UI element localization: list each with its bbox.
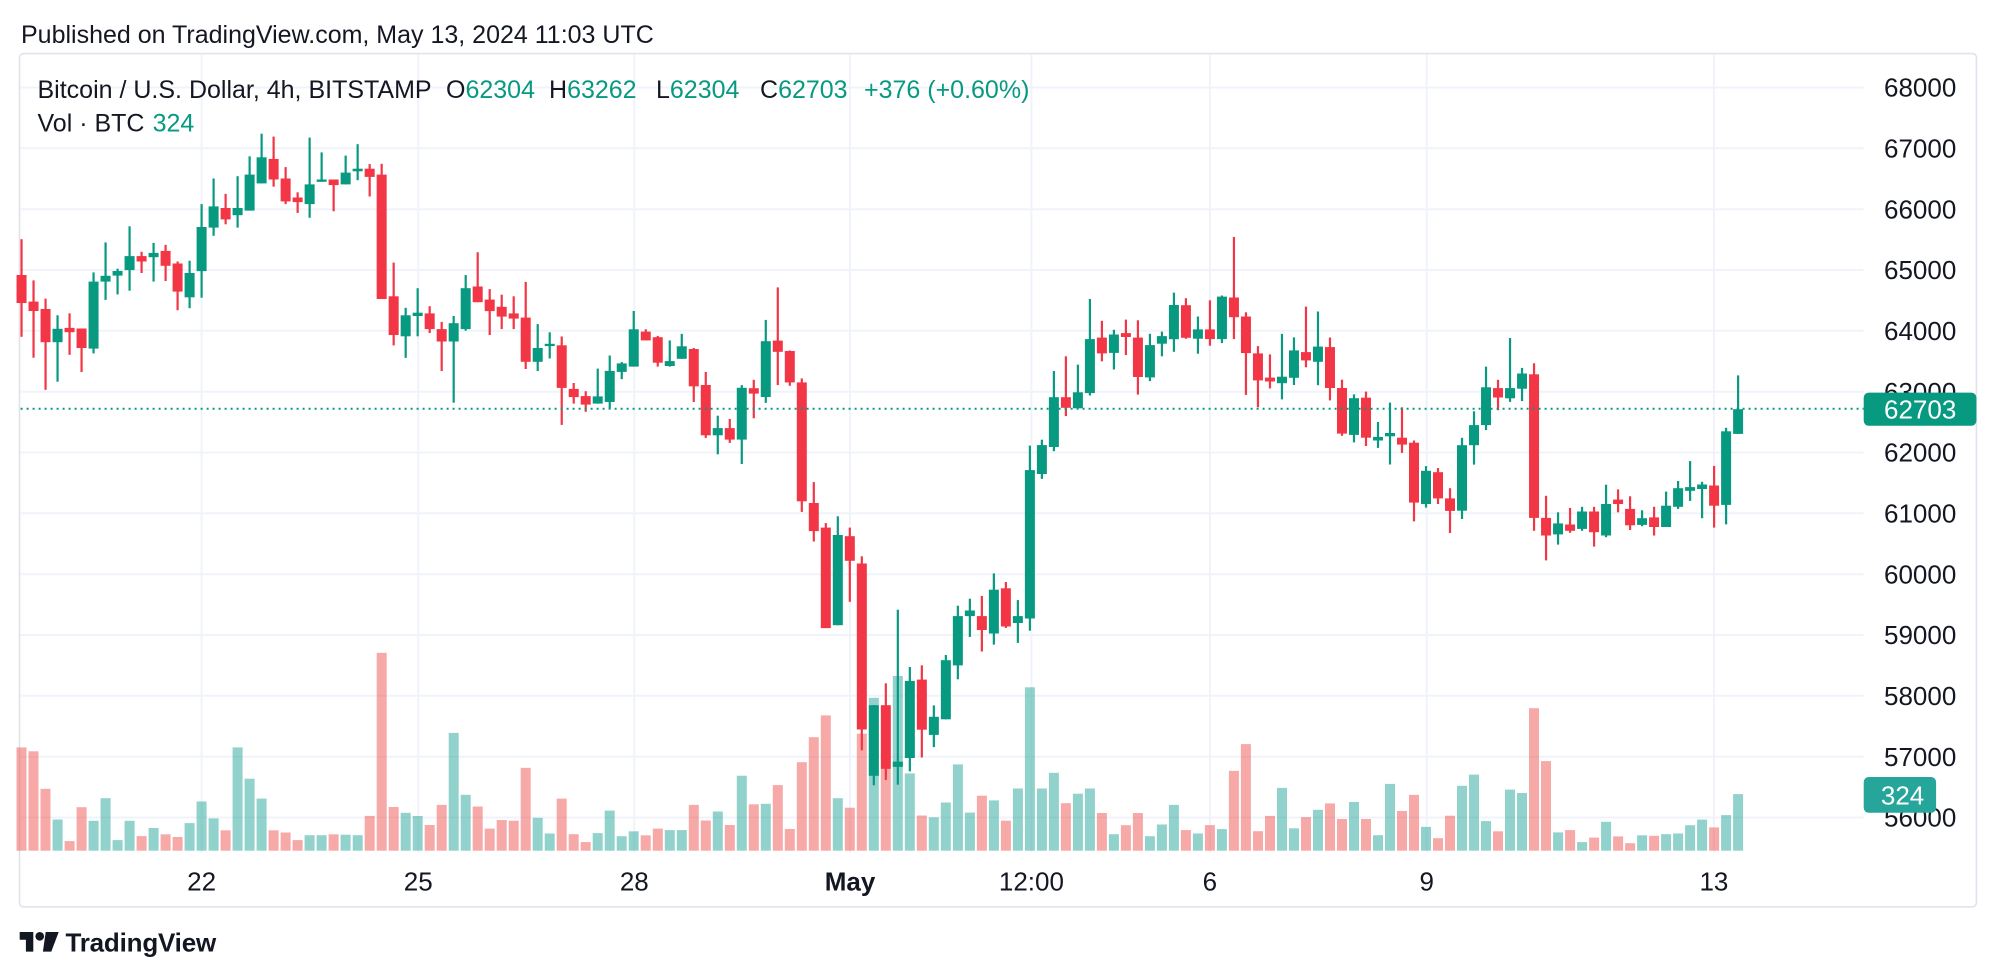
svg-text:324: 324 — [153, 110, 195, 138]
svg-text:62000: 62000 — [1884, 438, 1956, 468]
svg-text:6: 6 — [1203, 867, 1217, 897]
svg-text:65000: 65000 — [1884, 255, 1956, 285]
svg-text:324: 324 — [1881, 780, 1924, 810]
svg-text:12:00: 12:00 — [999, 867, 1064, 897]
svg-text:+376 (+0.60%): +376 (+0.60%) — [864, 76, 1029, 104]
svg-text:60000: 60000 — [1884, 559, 1956, 589]
svg-text:22: 22 — [187, 867, 216, 897]
svg-text:62703: 62703 — [1884, 394, 1956, 424]
svg-text:H63262: H63262 — [549, 76, 637, 104]
svg-text:28: 28 — [620, 867, 649, 897]
svg-text:68000: 68000 — [1884, 73, 1956, 103]
svg-text:61000: 61000 — [1884, 499, 1956, 529]
svg-text:Bitcoin / U.S. Dollar, 4h, BIT: Bitcoin / U.S. Dollar, 4h, BITSTAMP — [38, 76, 432, 104]
svg-text:57000: 57000 — [1884, 742, 1956, 772]
svg-text:64000: 64000 — [1884, 316, 1956, 346]
svg-text:TradingView: TradingView — [66, 927, 217, 957]
svg-text:9: 9 — [1419, 867, 1433, 897]
svg-text:59000: 59000 — [1884, 620, 1956, 650]
svg-text:25: 25 — [404, 867, 433, 897]
svg-text:58000: 58000 — [1884, 681, 1956, 711]
svg-text:13: 13 — [1699, 867, 1728, 897]
svg-text:O62304: O62304 — [446, 76, 535, 104]
svg-text:L62304: L62304 — [656, 76, 740, 104]
svg-text:C62703: C62703 — [760, 76, 848, 104]
svg-text:Published on TradingView.com,: Published on TradingView.com, May 13, 20… — [21, 21, 654, 49]
svg-text:66000: 66000 — [1884, 194, 1956, 224]
svg-text:67000: 67000 — [1884, 134, 1956, 164]
svg-text:Vol · BTC: Vol · BTC — [38, 110, 145, 138]
svg-text:May: May — [825, 867, 876, 897]
